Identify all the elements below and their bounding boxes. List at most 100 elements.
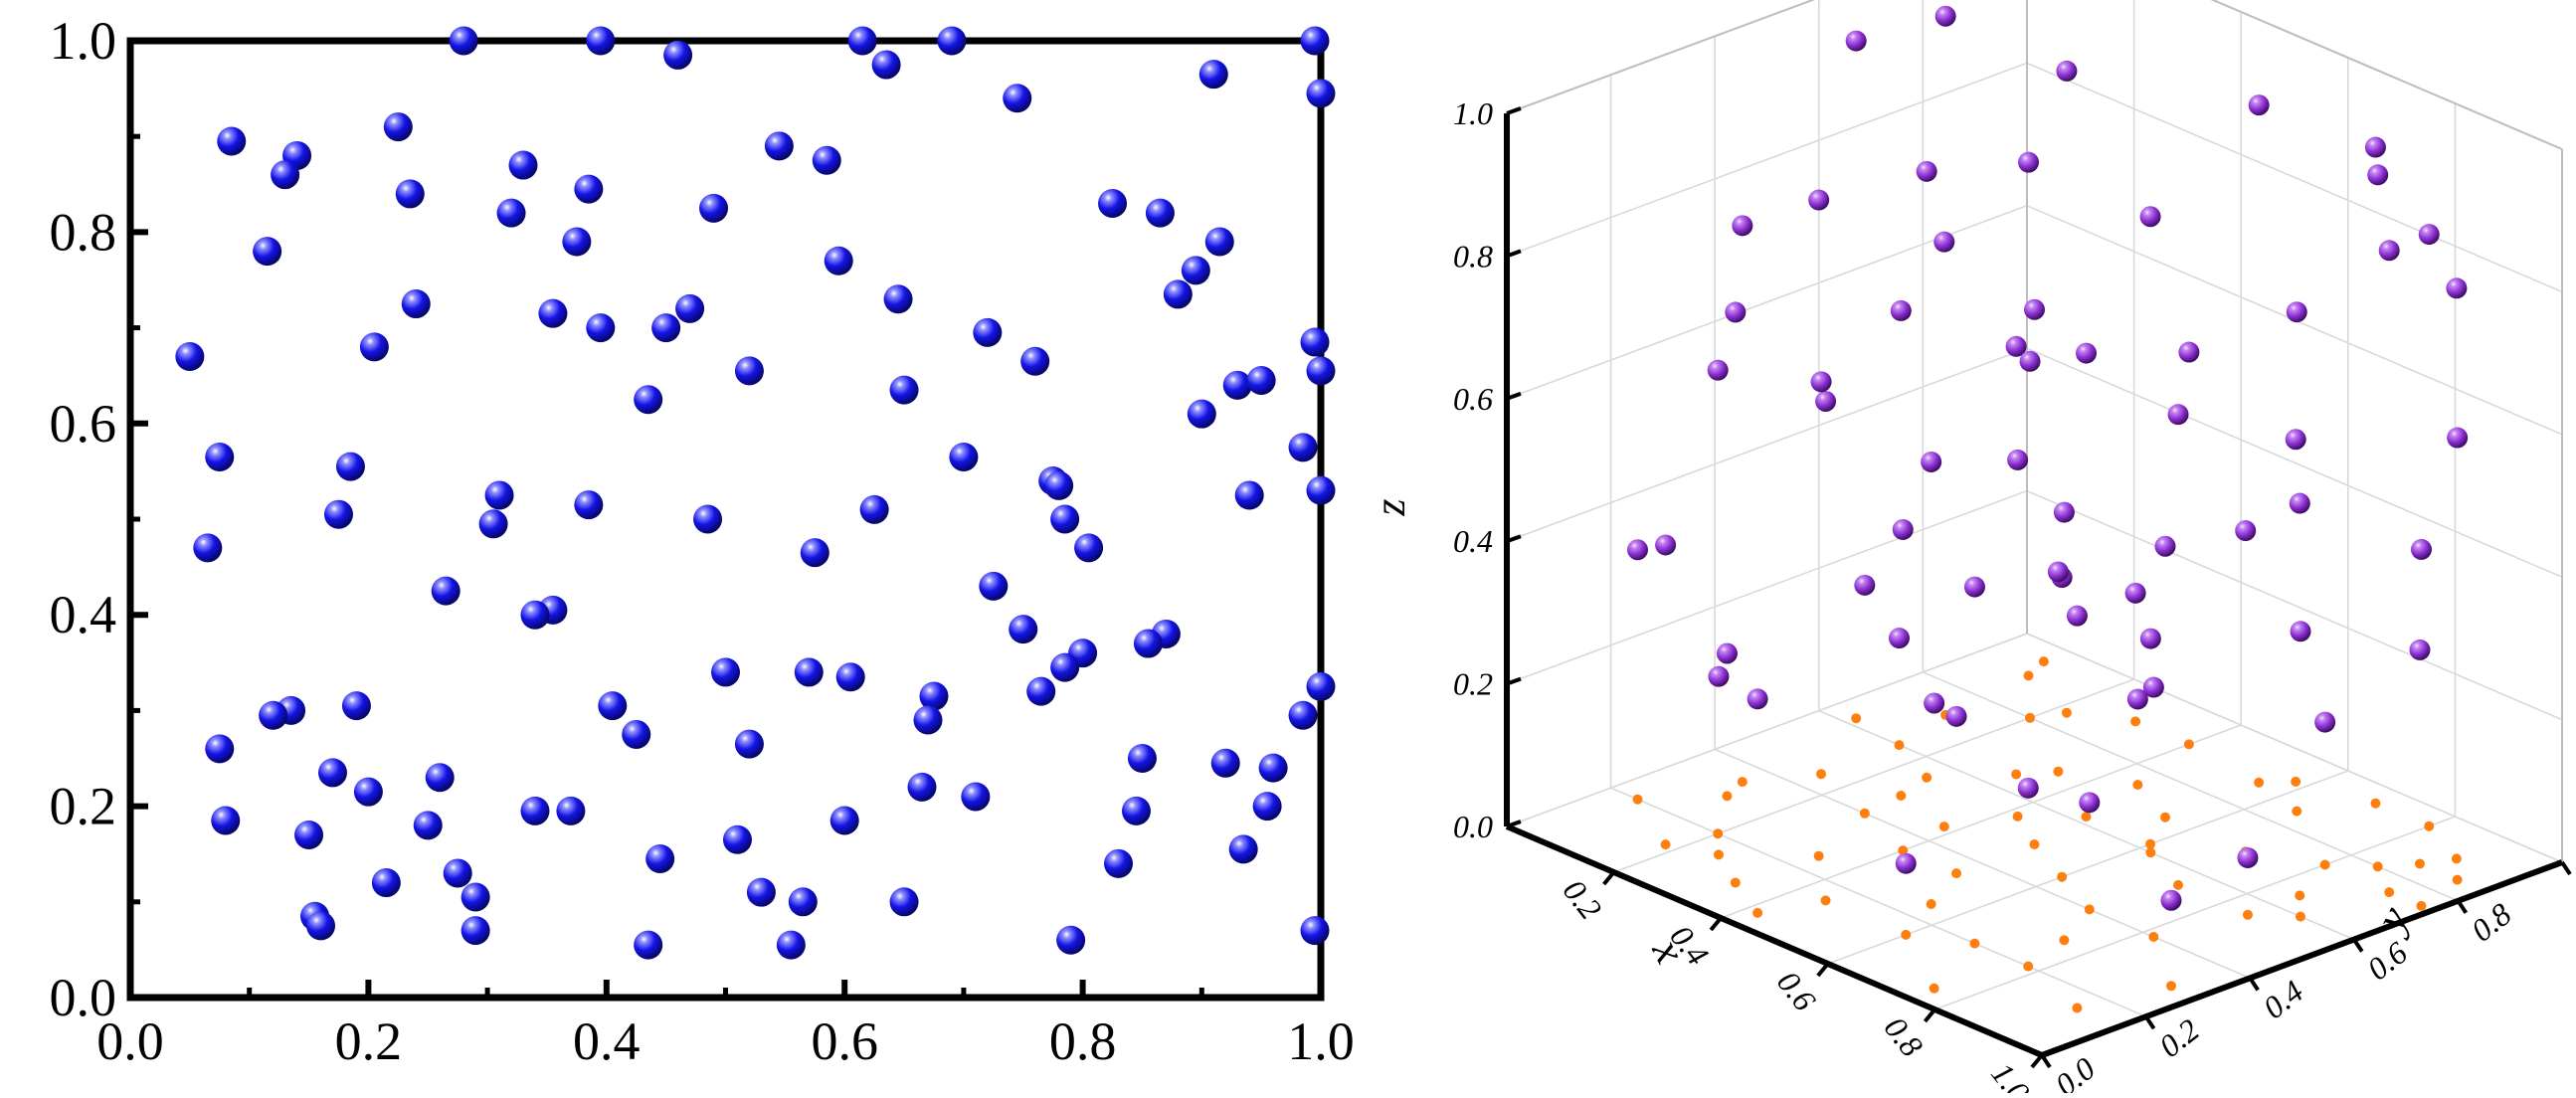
- blue-sphere-point: [634, 385, 663, 415]
- blue-sphere-point: [1074, 533, 1104, 563]
- blue-sphere-point: [395, 179, 425, 209]
- purple-points-layer: [1627, 5, 2469, 911]
- orange-projection-dot: [2059, 935, 2070, 946]
- orange-projection-dot: [1859, 808, 1870, 819]
- orange-projection-dot: [1632, 794, 1643, 805]
- x-tick-label: 0.8: [1878, 1009, 1931, 1063]
- purple-sphere-point: [2047, 561, 2069, 583]
- blue-sphere-point: [425, 763, 455, 793]
- blue-sphere-point: [520, 796, 550, 825]
- blue-sphere-point: [622, 719, 651, 749]
- scatter-2d-panel: 0.0 0.2 0.4 0.6 0.8 1.0 0.0 0.2 0.4 0.6 0.8 1.0: [50, 11, 1355, 1071]
- x-tick-label: 1.0: [1984, 1055, 2037, 1093]
- blue-sphere-point: [1163, 279, 1193, 309]
- blue-sphere-point: [907, 772, 937, 802]
- grid-line-floor: [1923, 671, 2459, 902]
- purple-sphere-point: [2314, 711, 2336, 733]
- blue-sphere-point: [1288, 700, 1318, 730]
- blue-sphere-point: [586, 26, 616, 56]
- orange-projection-dot: [2370, 798, 2381, 809]
- orange-projection-dot: [2319, 859, 2330, 870]
- orange-projection-dot: [1851, 713, 1862, 724]
- y-major-tick: [2248, 977, 2260, 992]
- y-tick-label: 0.2: [2152, 1011, 2206, 1064]
- purple-sphere-point: [2019, 350, 2041, 372]
- orange-projection-dot: [2414, 858, 2425, 869]
- blue-sphere-point: [693, 504, 723, 534]
- purple-sphere-point: [1916, 160, 1937, 182]
- x-tick-label: 0.6: [1770, 964, 1823, 1017]
- x-tick-label: 0.4: [573, 1011, 641, 1071]
- x-tick-label: 0.2: [335, 1011, 403, 1071]
- y-major-tick: [2040, 1053, 2052, 1069]
- blue-sphere-point: [883, 284, 913, 314]
- orange-projection-dot: [1813, 850, 1824, 861]
- orange-projection-dot: [2011, 769, 2022, 780]
- blue-sphere-point: [211, 806, 241, 835]
- blue-sphere-point: [1044, 470, 1074, 500]
- blue-sphere-point: [1127, 744, 1157, 773]
- blue-sphere-point: [1246, 366, 1276, 396]
- blue-sphere-point: [829, 806, 859, 835]
- grid-line-side-wall: [2211, 0, 2563, 150]
- orange-projection-dot: [2023, 670, 2034, 681]
- orange-projection-dot: [1926, 899, 1936, 909]
- blue-sphere-point: [259, 700, 288, 730]
- blue-sphere-point: [1288, 433, 1318, 462]
- blue-sphere-point: [175, 341, 205, 371]
- y-tick-label: 0.4: [50, 585, 117, 644]
- blue-sphere-point: [359, 332, 389, 362]
- blue-sphere-point: [1258, 753, 1288, 783]
- orange-projection-dot: [2061, 707, 2072, 718]
- y-tick-label: 0.0: [2048, 1050, 2102, 1093]
- orange-projection-dot: [2424, 821, 2435, 831]
- x-axis-line: [1505, 824, 2044, 1058]
- blue-sphere-point: [478, 509, 508, 539]
- blue-sphere-point: [271, 160, 300, 190]
- z-major-tick: [1506, 391, 1522, 401]
- blue-sphere-point: [294, 820, 324, 849]
- orange-projection-dot: [1752, 907, 1763, 918]
- purple-sphere-point: [1716, 642, 1738, 664]
- purple-sphere-point: [2167, 404, 2189, 426]
- orange-projection-dot: [2292, 806, 2302, 817]
- blue-sphere-point: [1133, 629, 1163, 658]
- purple-sphere-point: [2079, 792, 2101, 814]
- x-major-tick: [1816, 962, 1830, 978]
- blue-sphere-point: [371, 868, 401, 898]
- blue-sphere-point: [1056, 925, 1086, 955]
- blue-sphere-point: [1181, 256, 1210, 285]
- orange-projection-dot: [1713, 849, 1724, 860]
- purple-sphere-point: [1815, 391, 1837, 412]
- grid-line-side-wall: [2026, 347, 2563, 578]
- y-tick-label: 0.6: [2360, 934, 2414, 987]
- blue-sphere-point: [1104, 848, 1134, 878]
- blue-sphere-point: [413, 811, 443, 840]
- y-major-tick: [2143, 1015, 2156, 1030]
- blue-sphere-point: [1306, 671, 1336, 701]
- purple-sphere-point: [2139, 206, 2161, 228]
- blue-sphere-point: [1306, 356, 1336, 386]
- orange-projection-dot: [2132, 780, 2143, 790]
- blue-sphere-point: [675, 293, 705, 323]
- blue-sphere-point: [889, 887, 919, 917]
- orange-projection-dot: [1901, 929, 1912, 940]
- grid-line-floor: [2026, 633, 2563, 863]
- blue-sphere-point: [323, 499, 353, 529]
- purple-sphere-point: [2053, 501, 2075, 523]
- blue-sphere-point: [460, 916, 490, 946]
- blue-sphere-point: [431, 576, 460, 606]
- orange-projection-dot: [2023, 961, 2034, 972]
- plot-area-frame: [126, 37, 1325, 1002]
- z-tick-label: 0.0: [1453, 809, 1493, 844]
- purple-sphere-point: [2005, 335, 2027, 357]
- blue-sphere-point: [1187, 399, 1216, 429]
- orange-projection-dot: [1894, 740, 1905, 751]
- blue-sphere-point: [776, 930, 806, 960]
- blue-sphere-point: [449, 26, 478, 56]
- purple-sphere-point: [2017, 777, 2039, 799]
- orange-projection-dot: [2372, 861, 2383, 872]
- blue-sphere-point: [443, 858, 472, 888]
